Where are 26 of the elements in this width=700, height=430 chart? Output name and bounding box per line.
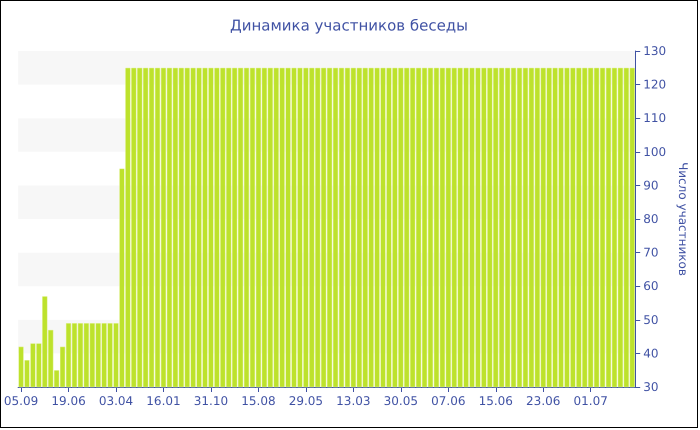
- x-tick-label: 07.06: [431, 394, 466, 408]
- y-tick-label: 30: [643, 380, 658, 394]
- x-tick-label: 23.06: [526, 394, 560, 408]
- y-tick-label: 130: [643, 44, 666, 58]
- x-tick-label: 31.10: [194, 394, 228, 408]
- y-tick-label: 90: [643, 178, 658, 192]
- x-tick-label: 29.05: [288, 394, 324, 408]
- y-tick-label: 100: [643, 144, 666, 159]
- y-axis-title: Число участников: [676, 162, 690, 276]
- y-tick-label: 80: [643, 212, 658, 226]
- x-tick-label: 15.08: [241, 394, 276, 408]
- y-tick-label: 120: [643, 78, 666, 92]
- x-tick-label: 01.07: [574, 394, 608, 408]
- x-tick-label: 03.04: [98, 394, 134, 408]
- x-tick-label: 13.03: [336, 394, 371, 408]
- y-tick-label: 40: [643, 346, 658, 360]
- y-tick-label: 70: [643, 246, 658, 260]
- x-tick-label: 30.05: [384, 394, 418, 408]
- x-tick-label: 15.06: [478, 394, 513, 408]
- y-tick-label: 60: [643, 279, 658, 294]
- x-tick-label: 16.01: [146, 394, 181, 408]
- x-tick-label: 05.09: [4, 394, 38, 408]
- y-tick-label: 110: [643, 111, 666, 126]
- y-tick-label: 50: [643, 312, 658, 327]
- x-tick-label: 19.06: [51, 394, 86, 408]
- chart-title: Динамика участников беседы: [230, 16, 468, 34]
